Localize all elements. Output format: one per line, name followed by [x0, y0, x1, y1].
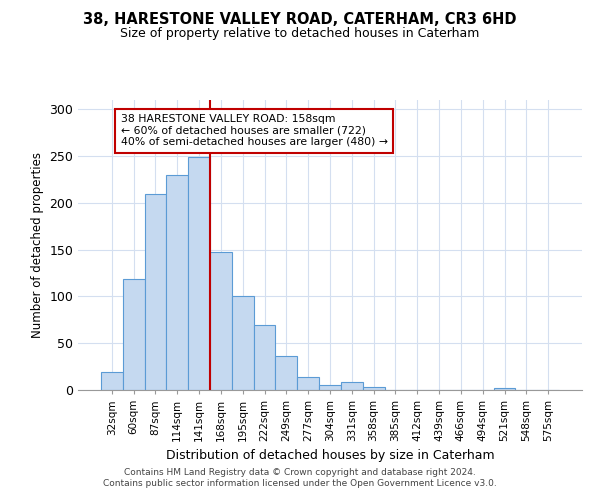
- Bar: [341, 382, 363, 390]
- Text: 38, HARESTONE VALLEY ROAD, CATERHAM, CR3 6HD: 38, HARESTONE VALLEY ROAD, CATERHAM, CR3…: [83, 12, 517, 28]
- Bar: [210, 252, 232, 390]
- Bar: [494, 388, 515, 390]
- Bar: [145, 194, 166, 390]
- Bar: [319, 386, 341, 390]
- Bar: [123, 278, 145, 390]
- Text: 38 HARESTONE VALLEY ROAD: 158sqm
← 60% of detached houses are smaller (722)
40% : 38 HARESTONE VALLEY ROAD: 158sqm ← 60% o…: [121, 114, 388, 147]
- X-axis label: Distribution of detached houses by size in Caterham: Distribution of detached houses by size …: [166, 450, 494, 462]
- Bar: [188, 157, 210, 390]
- Bar: [101, 372, 123, 390]
- Text: Size of property relative to detached houses in Caterham: Size of property relative to detached ho…: [121, 28, 479, 40]
- Bar: [166, 175, 188, 390]
- Y-axis label: Number of detached properties: Number of detached properties: [31, 152, 44, 338]
- Bar: [275, 356, 297, 390]
- Bar: [363, 387, 385, 390]
- Bar: [232, 296, 254, 390]
- Bar: [297, 377, 319, 390]
- Text: Contains HM Land Registry data © Crown copyright and database right 2024.
Contai: Contains HM Land Registry data © Crown c…: [103, 468, 497, 487]
- Bar: [254, 324, 275, 390]
